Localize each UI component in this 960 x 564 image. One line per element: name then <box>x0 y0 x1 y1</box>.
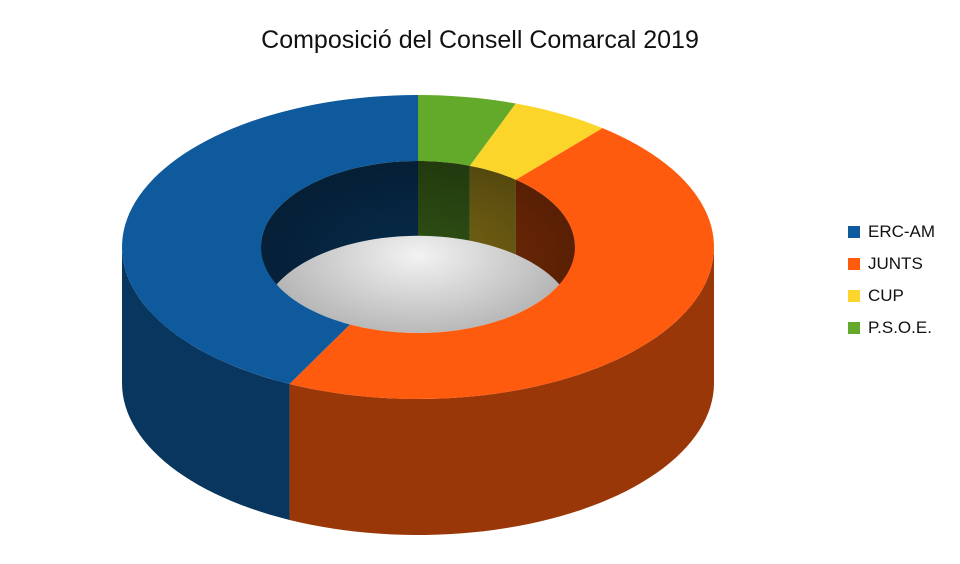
outer-wall-junts <box>289 247 714 535</box>
inner-wall-p-s-o-e <box>418 161 470 241</box>
legend-label-p-s-o-e: P.S.O.E. <box>868 318 932 337</box>
legend-swatch-erc-am <box>848 226 860 238</box>
legend-item-junts: JUNTS <box>848 250 935 278</box>
legend-swatch-p-s-o-e <box>848 322 860 334</box>
legend-label-erc-am: ERC-AM <box>868 222 936 241</box>
inner-wall-cup <box>469 165 516 255</box>
legend-item-cup: CUP <box>848 282 935 310</box>
donut-top-layer <box>122 95 714 399</box>
legend-item-p-s-o-e: P.S.O.E. <box>848 314 935 342</box>
chart-legend: ERC-AM JUNTS CUP P.S.O.E. <box>848 218 935 342</box>
legend-swatch-cup <box>848 290 860 302</box>
legend-swatch-junts <box>848 258 860 270</box>
chart-title: Composició del Consell Comarcal 2019 <box>261 26 699 54</box>
legend-label-cup: CUP <box>868 286 904 305</box>
slice-p-s-o-e <box>418 95 516 166</box>
legend-item-erc-am: ERC-AM <box>848 218 935 246</box>
slice-erc-am <box>122 95 418 384</box>
slice-junts <box>289 128 714 399</box>
outer-wall-erc-am <box>122 247 290 520</box>
donut-outer-wall-layer <box>122 247 714 535</box>
slice-cup <box>469 103 603 180</box>
legend-label-junts: JUNTS <box>868 254 923 273</box>
